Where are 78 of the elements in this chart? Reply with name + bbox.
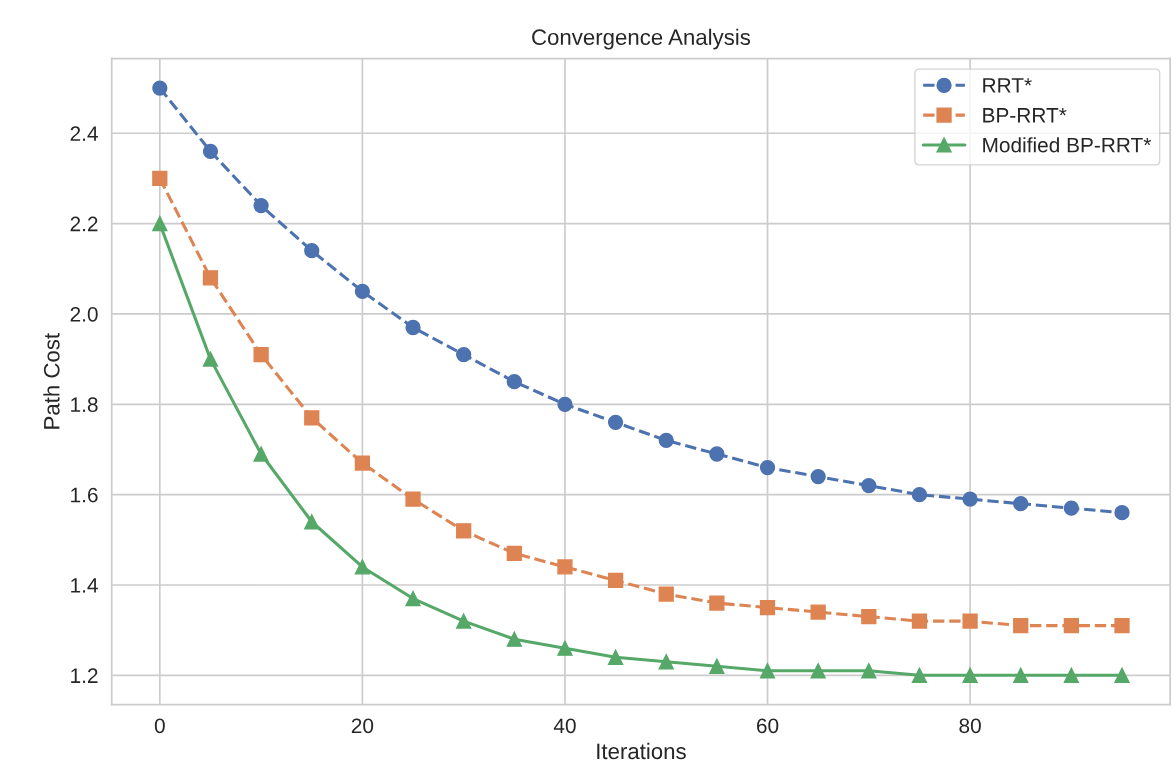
- point: [405, 491, 421, 507]
- point: [759, 663, 776, 679]
- point: [354, 559, 371, 575]
- point: [658, 432, 674, 449]
- point: [658, 654, 674, 670]
- y-tick-label: 1.8: [71, 397, 98, 413]
- point: [810, 663, 826, 679]
- point: [1013, 667, 1029, 683]
- point: [810, 604, 826, 620]
- x-tick-label: 40: [553, 718, 576, 734]
- point: [861, 477, 877, 494]
- point: [607, 414, 624, 431]
- legend-label: RRT*: [983, 78, 1032, 93]
- point: [1063, 618, 1080, 634]
- point: [405, 319, 421, 336]
- point: [962, 491, 978, 507]
- point: [405, 590, 421, 607]
- x-tick-label: 20: [351, 718, 374, 734]
- point: [1114, 667, 1130, 683]
- point: [1063, 500, 1080, 516]
- point: [152, 215, 168, 232]
- point: [658, 586, 674, 602]
- point: [911, 487, 928, 503]
- point: [709, 446, 725, 462]
- point: [709, 658, 725, 674]
- x-axis-title: Iterations: [597, 742, 686, 760]
- point: [202, 143, 219, 159]
- point: [557, 640, 573, 656]
- point: [304, 514, 320, 530]
- y-tick-label: 2.2: [70, 216, 98, 232]
- point: [456, 346, 472, 363]
- x-tick-label: 80: [959, 718, 981, 734]
- y-tick-label: 1.4: [71, 578, 98, 593]
- point: [607, 572, 624, 589]
- point: [911, 613, 928, 629]
- y-axis-title: Path Cost: [43, 333, 60, 429]
- point: [861, 663, 877, 679]
- point: [304, 410, 320, 426]
- point: [456, 613, 472, 629]
- point: [354, 283, 371, 300]
- y-tick-label: 1.2: [71, 668, 98, 683]
- point: [861, 608, 877, 625]
- point: [304, 243, 320, 259]
- point: [1013, 496, 1029, 512]
- y-tick-label: 2.0: [70, 306, 98, 322]
- point: [506, 374, 522, 390]
- point: [962, 613, 978, 629]
- point: [1013, 618, 1029, 634]
- legend-label: Modified BP-RRT*: [983, 137, 1152, 153]
- point: [759, 459, 776, 476]
- legend-label: BP-RRT*: [983, 108, 1067, 123]
- x-tick-label: 60: [757, 718, 779, 734]
- point: [1114, 618, 1130, 634]
- point: [1114, 505, 1130, 521]
- y-tick-label: 1.6: [71, 487, 98, 503]
- point: [253, 446, 269, 462]
- point: [202, 351, 219, 367]
- point: [709, 595, 725, 611]
- point: [506, 545, 522, 562]
- point: [253, 197, 269, 214]
- x-tick-label: 0: [154, 718, 165, 734]
- point: [152, 170, 168, 187]
- point: [506, 631, 522, 647]
- point: [1063, 667, 1080, 683]
- y-tick-label: 2.4: [70, 126, 98, 141]
- point: [759, 599, 776, 616]
- point: [354, 455, 371, 471]
- point: [810, 468, 826, 485]
- point: [911, 667, 928, 683]
- point: [456, 523, 472, 539]
- point: [152, 80, 168, 96]
- point: [202, 270, 219, 286]
- chart-title: Convergence Analysis: [532, 28, 751, 50]
- point: [607, 649, 624, 665]
- point: [962, 667, 978, 683]
- point: [557, 559, 573, 575]
- point: [557, 396, 573, 412]
- point: [253, 346, 269, 363]
